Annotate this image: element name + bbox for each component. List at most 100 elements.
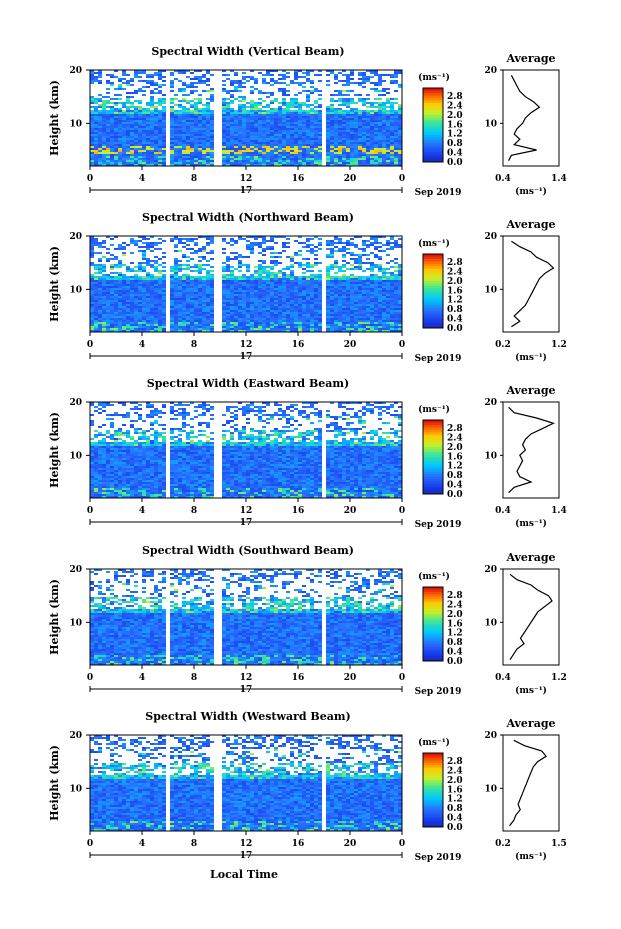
- heatmap-cell: [294, 148, 298, 150]
- heatmap-cell: [262, 250, 266, 252]
- heatmap-cell: [90, 246, 94, 248]
- heatmap-cell: [286, 316, 290, 318]
- heatmap-cell: [106, 306, 110, 308]
- heatmap-cell: [306, 288, 310, 290]
- heatmap-cell: [294, 124, 298, 126]
- heatmap-cell: [178, 70, 182, 72]
- heatmap-cell: [266, 284, 270, 286]
- heatmap-cell: [326, 326, 330, 328]
- heatmap-cell: [170, 268, 174, 270]
- heatmap-cell: [210, 296, 214, 298]
- heatmap-cell: [110, 146, 114, 148]
- heatmap-cell: [242, 98, 246, 100]
- heatmap-cell: [150, 162, 154, 164]
- heatmap-cell: [194, 264, 198, 266]
- heatmap-cell: [262, 156, 266, 158]
- heatmap-cell: [94, 144, 98, 146]
- heatmap-cell: [246, 152, 250, 154]
- heatmap-cell: [234, 242, 238, 244]
- heatmap-cell: [174, 118, 178, 120]
- heatmap-cell: [350, 150, 354, 152]
- heatmap-cell: [258, 316, 262, 318]
- heatmap-cell: [94, 242, 98, 244]
- heatmap-cell: [102, 314, 106, 316]
- heatmap-cell: [274, 138, 278, 140]
- heatmap-cell: [250, 326, 254, 328]
- heatmap-cell: [118, 144, 122, 146]
- heatmap-cell: [114, 114, 118, 116]
- heatmap-cell: [270, 94, 274, 96]
- heatmap-cell: [282, 306, 286, 308]
- heatmap-cell: [178, 118, 182, 120]
- heatmap-cell: [370, 158, 374, 160]
- heatmap-cell: [182, 328, 186, 330]
- heatmap-cell: [226, 276, 230, 278]
- heatmap-cell: [334, 116, 338, 118]
- heatmap-cell: [210, 280, 214, 282]
- heatmap-cell: [254, 102, 258, 104]
- heatmap-cell: [370, 156, 374, 158]
- heatmap-cell: [194, 312, 198, 314]
- heatmap-cell: [126, 80, 130, 82]
- heatmap-cell: [114, 286, 118, 288]
- heatmap-cell: [142, 300, 146, 302]
- heatmap-cell: [206, 290, 210, 292]
- heatmap-cell: [278, 106, 282, 108]
- heatmap-cell: [294, 284, 298, 286]
- heatmap-cell: [242, 162, 246, 164]
- heatmap-cell: [186, 248, 190, 250]
- heatmap-cell: [230, 112, 234, 114]
- heatmap-cell: [230, 284, 234, 286]
- heatmap-cell: [158, 150, 162, 152]
- heatmap-cell: [194, 142, 198, 144]
- heatmap-cell: [390, 124, 394, 126]
- heatmap-cell: [362, 132, 366, 134]
- heatmap-cell: [282, 136, 286, 138]
- heatmap-cell: [238, 314, 242, 316]
- heatmap-cell: [134, 152, 138, 154]
- heatmap-cell: [118, 262, 122, 264]
- heatmap-cell: [186, 138, 190, 140]
- heatmap-cell: [206, 260, 210, 262]
- heatmap-cell: [342, 158, 346, 160]
- heatmap-cell: [134, 270, 138, 272]
- heatmap-cell: [150, 120, 154, 122]
- heatmap-cell: [306, 270, 310, 272]
- heatmap-cell: [106, 118, 110, 120]
- heatmap-cell: [226, 256, 230, 258]
- heatmap-cell: [234, 294, 238, 296]
- heatmap-cell: [122, 304, 126, 306]
- heatmap-cell: [162, 294, 166, 296]
- heatmap-cell: [378, 106, 382, 108]
- heatmap-cell: [334, 154, 338, 156]
- heatmap-cell: [298, 306, 302, 308]
- heatmap-cell: [366, 134, 370, 136]
- heatmap-cell: [170, 100, 174, 102]
- heatmap-cell: [250, 320, 254, 322]
- heatmap-cell: [262, 100, 266, 102]
- heatmap-cell: [102, 312, 106, 314]
- heatmap-cell: [330, 290, 334, 292]
- heatmap-cell: [386, 138, 390, 140]
- heatmap-cell: [122, 88, 126, 90]
- heatmap-cell: [106, 138, 110, 140]
- heatmap-cell: [250, 132, 254, 134]
- heatmap-cell: [298, 116, 302, 118]
- heatmap-cell: [130, 328, 134, 330]
- heatmap-cell: [346, 84, 350, 86]
- heatmap-cell: [346, 80, 350, 82]
- heatmap-cell: [234, 80, 238, 82]
- heatmap-cell: [210, 326, 214, 328]
- heatmap-cell: [334, 276, 338, 278]
- heatmap-cell: [314, 124, 318, 126]
- heatmap-cell: [126, 164, 130, 166]
- heatmap-cell: [318, 106, 322, 108]
- heatmap-cell: [194, 86, 198, 88]
- heatmap-cell: [354, 138, 358, 140]
- heatmap-cell: [306, 110, 310, 112]
- heatmap-cell: [174, 138, 178, 140]
- heatmap-cell: [274, 140, 278, 142]
- heatmap-cell: [226, 136, 230, 138]
- heatmap-cell: [274, 146, 278, 148]
- heatmap-cell: [334, 82, 338, 84]
